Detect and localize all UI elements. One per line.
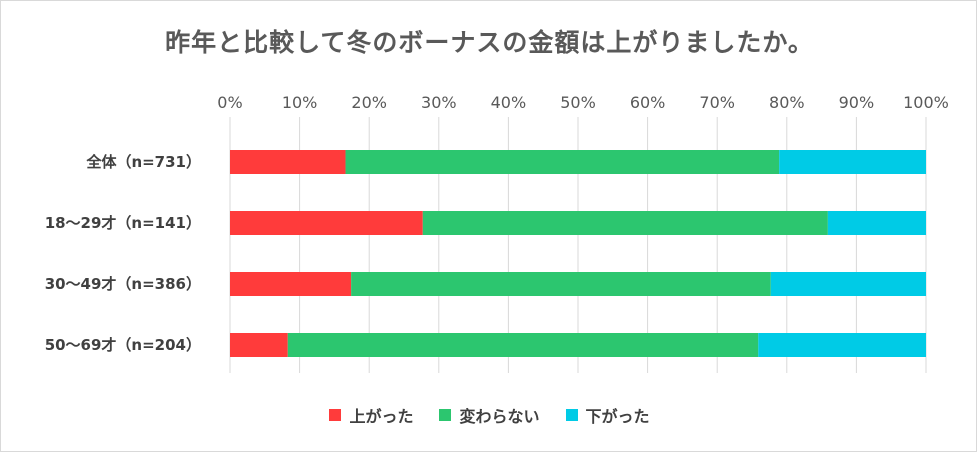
- x-tick-label: 50%: [560, 93, 596, 112]
- x-tick-label: 20%: [351, 93, 387, 112]
- legend-swatch: [439, 409, 452, 421]
- x-tick-label: 70%: [699, 93, 735, 112]
- x-tick-label: 40%: [491, 93, 527, 112]
- legend-swatch: [329, 409, 342, 421]
- x-tick-label: 90%: [839, 93, 875, 112]
- chart-legend: 上がった 変わらない 下がった: [1, 403, 977, 427]
- category-label: 18～29才（n=141）: [45, 214, 201, 232]
- bar-segment: [770, 272, 926, 296]
- bar-segment: [230, 211, 423, 235]
- legend-label: 上がった: [349, 407, 414, 426]
- x-tick-label: 30%: [421, 93, 457, 112]
- bar-segment: [230, 150, 346, 174]
- chart-title: 昨年と比較して冬のボーナスの金額は上がりましたか。: [165, 28, 814, 57]
- category-label: 全体（n=731）: [85, 153, 201, 171]
- bar-segment: [758, 333, 926, 357]
- category-label: 30～49才（n=386）: [45, 275, 201, 293]
- x-tick-label: 10%: [282, 93, 318, 112]
- bar-segment: [351, 272, 771, 296]
- bar-segment: [345, 150, 780, 174]
- x-tick-label: 100%: [903, 93, 949, 112]
- legend-item: 変わらない: [439, 403, 540, 427]
- x-tick-label: 60%: [630, 93, 666, 112]
- category-label: 50～69才（n=204）: [45, 336, 201, 354]
- bar-segment: [827, 211, 926, 235]
- legend-item: 上がった: [329, 403, 413, 427]
- legend-label: 変わらない: [459, 407, 540, 426]
- bar-segment: [422, 211, 828, 235]
- legend-item: 下がった: [565, 403, 650, 427]
- bar-segment: [779, 150, 926, 174]
- legend-label: 下がった: [585, 407, 650, 426]
- legend-swatch: [565, 409, 578, 421]
- bar-segment: [287, 333, 759, 357]
- x-tick-label: 0%: [217, 93, 242, 112]
- bar-segment: [230, 272, 352, 296]
- x-tick-label: 80%: [769, 93, 805, 112]
- bar-segment: [230, 333, 288, 357]
